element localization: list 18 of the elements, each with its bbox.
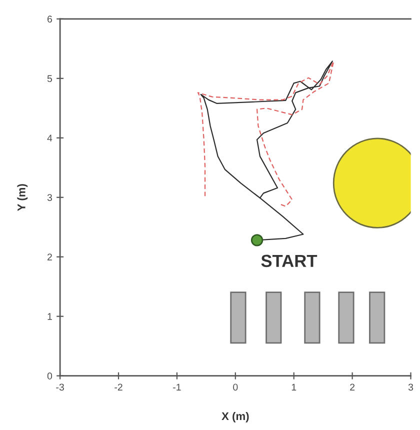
x-tick-label: -1 [173, 384, 181, 391]
line-series [197, 60, 334, 207]
y-axis-title: Y (m) [17, 184, 28, 211]
x-tick-label: 1 [292, 384, 296, 391]
annotation: START [261, 254, 318, 268]
x-tick-label: 2 [350, 384, 355, 391]
y-tick-label: 2 [48, 254, 52, 260]
y-tick-label: 6 [48, 16, 52, 23]
y-tick-label: 0 [47, 372, 52, 380]
x-tick-label: -2 [114, 384, 122, 391]
y-tick-label: 4 [47, 134, 52, 142]
x-axis-title: X (m) [222, 412, 249, 422]
y-tick-label: 1 [48, 313, 52, 320]
x-tick-label: 3 [408, 384, 414, 391]
y-tick-label: 3 [47, 194, 52, 201]
x-tick-label: 0 [233, 384, 238, 391]
y-tick-label: 5 [47, 75, 52, 82]
x-tick-label: -3 [56, 384, 64, 391]
